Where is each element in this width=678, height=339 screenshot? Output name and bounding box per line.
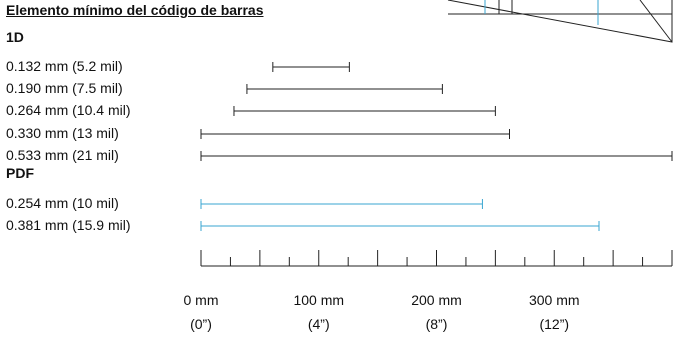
x-tick-label: 300 mm: [528, 292, 580, 308]
row-label: 0.330 mm (13 mil): [6, 125, 119, 141]
row-label: 0.132 mm (5.2 mil): [6, 58, 123, 74]
range-bar: [246, 84, 443, 94]
row-label: 0.190 mm (7.5 mil): [6, 80, 123, 96]
range-bar: [200, 221, 600, 231]
x-tick-label: 0 mm: [183, 292, 219, 308]
x-tick-label: 200 mm: [411, 292, 462, 308]
x-axis: [200, 250, 673, 267]
x-tick-label: 100 mm: [293, 292, 345, 308]
range-bar: [200, 151, 673, 161]
x-tick-sublabel: (0”): [190, 316, 212, 332]
range-bars: [200, 62, 673, 231]
row-label: 0.264 mm (10.4 mil): [6, 102, 131, 118]
range-bar: [233, 106, 496, 116]
scanner-graphic: [447, 0, 673, 43]
x-tick-sublabel: (4”): [307, 316, 330, 332]
x-tick-sublabel: (8”): [425, 316, 448, 332]
section-label-1d: 1D: [6, 29, 24, 45]
chart-title: Elemento mínimo del código de barras: [6, 2, 264, 18]
range-bar: [272, 62, 350, 72]
row-label: 0.254 mm (10 mil): [6, 195, 119, 211]
x-tick-sublabel: (12”): [539, 316, 570, 332]
row-label: 0.533 mm (21 mil): [6, 147, 119, 163]
range-bar: [200, 129, 511, 139]
section-label-pdf: PDF: [6, 165, 34, 181]
range-bar: [200, 199, 483, 209]
row-label: 0.381 mm (15.9 mil): [6, 217, 131, 233]
